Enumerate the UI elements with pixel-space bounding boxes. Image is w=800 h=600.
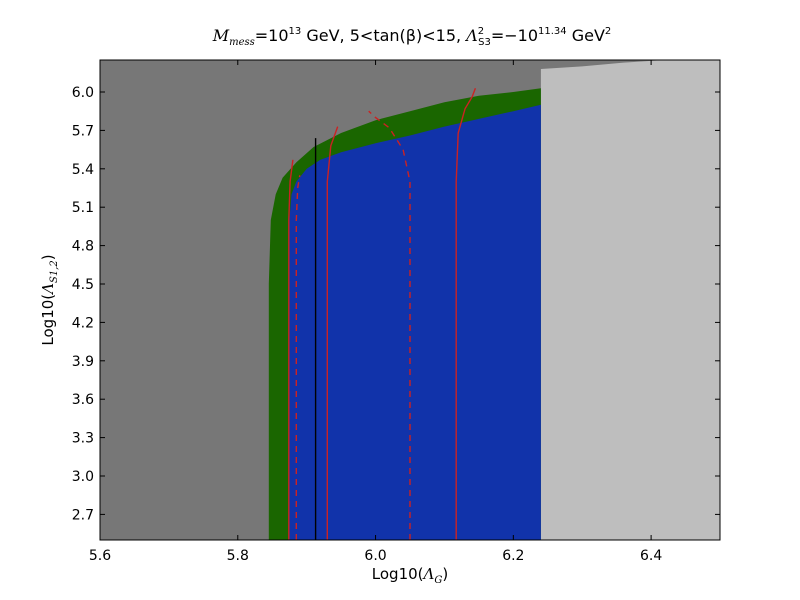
contour-line-5	[368, 110, 411, 540]
x-axis-label-prefix: Log10(	[372, 565, 424, 583]
title-unit2: GeV	[567, 26, 605, 45]
title-lam-exp: 11.34	[538, 26, 567, 37]
y-axis-label-prefix: Log10(	[39, 294, 57, 346]
y-axis-label-suffix: )	[39, 254, 57, 260]
y-tick-label-7: 4.8	[72, 239, 94, 255]
region-excluded-light	[540, 60, 720, 540]
contour-line-4	[326, 126, 339, 540]
title-m-exp: 13	[289, 26, 302, 37]
title-m-eq: =10	[255, 26, 289, 45]
title-lam-sub: S3	[478, 37, 491, 48]
plot-area	[100, 60, 720, 540]
x-axis-label-symbol: Λ	[422, 565, 435, 583]
x-axis: 5.6 5.8 6.0 6.2 6.4	[89, 60, 662, 564]
y-tick-label-10: 5.7	[72, 123, 94, 139]
y-axis-label-symbol: Λ	[39, 283, 57, 296]
y-tick-label-2: 3.3	[72, 431, 94, 447]
title-tan-mid: <tan(β)<	[360, 26, 436, 45]
y-tick-label-4: 3.9	[72, 354, 94, 370]
title-comma: ,	[456, 26, 466, 45]
contour-line-2	[295, 175, 301, 540]
x-tick-label-3: 6.2	[502, 548, 524, 564]
region-blue	[289, 104, 541, 540]
y-tick-label-11: 6.0	[72, 85, 94, 101]
x-tick-label-1: 5.8	[227, 548, 249, 564]
y-axis-label-sub: S1,2	[49, 260, 60, 283]
title-tan-lo: 5	[350, 26, 360, 45]
title-m-sub: mess	[229, 37, 255, 48]
title-unit2-sup: 2	[605, 26, 611, 37]
x-axis-label-sub: G	[434, 575, 442, 586]
y-tick-label-3: 3.6	[72, 392, 94, 408]
svg-text:Mmess=1013 GeV, 5<tan(β)<15, Λ: Mmess=1013 GeV, 5<tan(β)<15, Λ2 S3=−1011.…	[212, 26, 612, 48]
title-lam-eq: =−10	[491, 26, 538, 45]
plot-frame	[99, 59, 721, 541]
y-tick-label-8: 5.1	[72, 200, 94, 216]
y-axis-label: Log10(ΛS1,2)	[39, 254, 60, 345]
x-tick-label-4: 6.4	[640, 548, 662, 564]
y-tick-label-0: 2.7	[72, 507, 94, 523]
x-tick-label-0: 5.6	[89, 548, 111, 564]
title-lam-sup: 2	[478, 26, 484, 37]
title-tan-hi: 15	[436, 26, 456, 45]
contour-line-6	[455, 87, 477, 540]
title-m-symbol: M	[212, 26, 230, 45]
y-tick-label-6: 4.5	[72, 277, 94, 293]
x-axis-label: Log10(ΛG)	[372, 565, 448, 586]
y-tick-label-1: 3.0	[72, 469, 94, 485]
contour-line-1	[288, 159, 294, 540]
x-axis-label-suffix: )	[442, 565, 448, 583]
y-tick-label-9: 5.4	[72, 162, 94, 178]
chart-title: Mmess=1013 GeV, 5<tan(β)<15, Λ2 S3=−1011.…	[212, 26, 612, 48]
title-unit1: GeV,	[301, 26, 349, 45]
title-lam-symbol: Λ	[464, 26, 478, 45]
y-axis: 2.7 3.0 3.3 3.6 3.9 4.2 4.5 4.8 5.1 5.4 5.7 6.0	[72, 85, 720, 523]
x-tick-label-2: 6.0	[364, 548, 386, 564]
y-tick-label-5: 4.2	[72, 315, 94, 331]
